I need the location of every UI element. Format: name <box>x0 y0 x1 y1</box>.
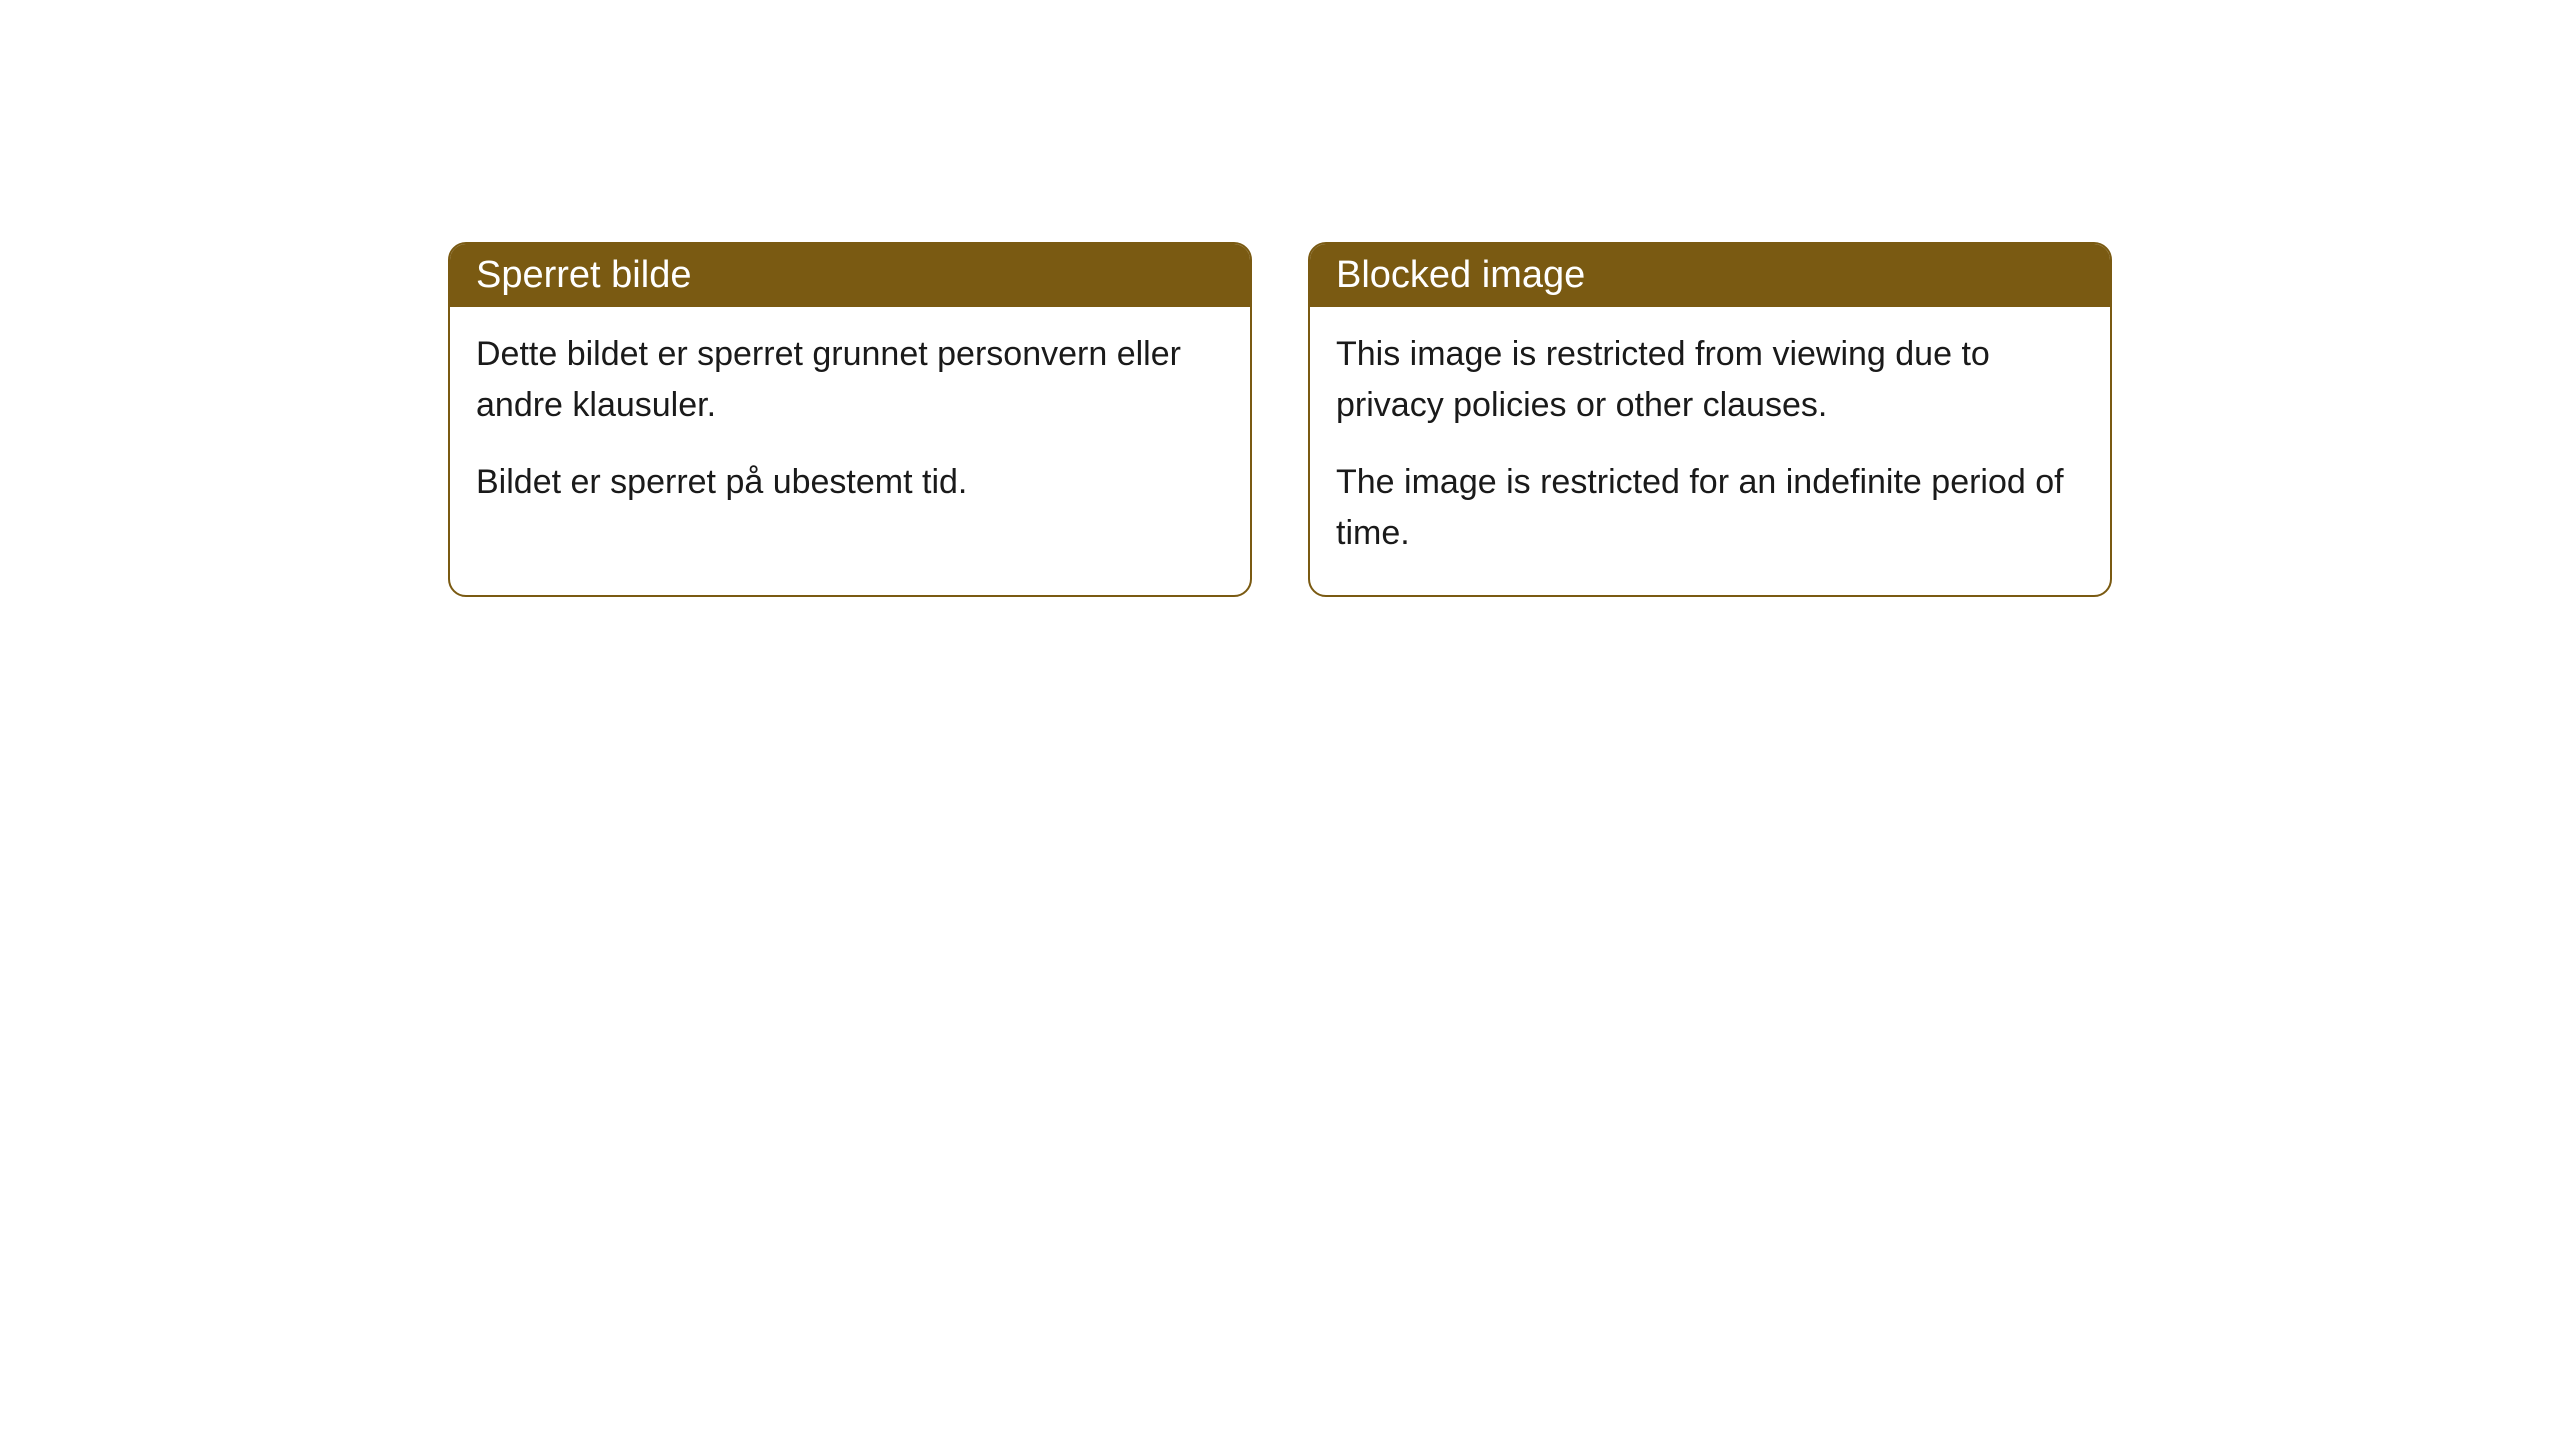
card-title-english: Blocked image <box>1336 254 1585 296</box>
card-body-english: This image is restricted from viewing du… <box>1310 307 2110 595</box>
card-paragraph-2: The image is restricted for an indefinit… <box>1336 457 2084 559</box>
card-body-norwegian: Dette bildet er sperret grunnet personve… <box>450 307 1250 544</box>
card-norwegian: Sperret bilde Dette bildet er sperret gr… <box>448 242 1252 597</box>
card-title-norwegian: Sperret bilde <box>476 254 691 296</box>
card-header-norwegian: Sperret bilde <box>450 244 1250 307</box>
card-paragraph-1: This image is restricted from viewing du… <box>1336 329 2084 431</box>
cards-container: Sperret bilde Dette bildet er sperret gr… <box>448 242 2112 597</box>
card-paragraph-1: Dette bildet er sperret grunnet personve… <box>476 329 1224 431</box>
card-english: Blocked image This image is restricted f… <box>1308 242 2112 597</box>
card-header-english: Blocked image <box>1310 244 2110 307</box>
card-paragraph-2: Bildet er sperret på ubestemt tid. <box>476 457 1224 508</box>
